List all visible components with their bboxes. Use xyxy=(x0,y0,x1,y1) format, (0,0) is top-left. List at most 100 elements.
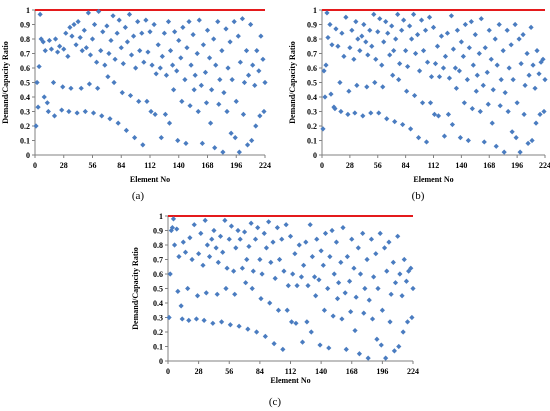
data-point xyxy=(85,10,91,16)
data-point xyxy=(184,45,190,51)
data-point xyxy=(337,79,343,86)
data-point xyxy=(357,48,363,54)
data-point xyxy=(166,120,173,126)
data-point xyxy=(216,101,222,107)
data-point xyxy=(284,307,290,313)
data-point xyxy=(526,72,532,78)
y-tick-label: 0 xyxy=(159,357,163,366)
data-point xyxy=(311,274,318,280)
data-point xyxy=(496,21,502,28)
y-axis-label: Demand/Capacity Ratio xyxy=(1,41,10,123)
data-point xyxy=(338,108,344,115)
data-point xyxy=(110,13,116,19)
x-tick-label: 0 xyxy=(320,161,324,170)
data-point xyxy=(258,296,264,302)
data-point xyxy=(329,42,335,48)
x-tick-label: 168 xyxy=(483,161,495,170)
data-point xyxy=(100,29,106,35)
x-tick-label: 84 xyxy=(402,161,410,170)
data-point xyxy=(369,43,375,49)
data-point xyxy=(462,21,468,28)
data-point xyxy=(256,68,262,74)
data-point xyxy=(473,88,479,94)
data-point xyxy=(254,48,260,54)
data-point xyxy=(118,45,124,51)
y-tick-label: 0.3 xyxy=(20,108,30,117)
data-point xyxy=(338,259,344,265)
data-point xyxy=(452,65,459,71)
data-point xyxy=(180,24,186,30)
data-point xyxy=(108,37,114,44)
data-point xyxy=(383,19,389,25)
data-point xyxy=(351,56,357,62)
data-point xyxy=(36,63,42,70)
data-point xyxy=(532,85,538,91)
data-point xyxy=(232,291,238,297)
data-point xyxy=(423,139,430,145)
data-point xyxy=(504,27,510,33)
data-point xyxy=(424,59,431,65)
data-point xyxy=(182,249,189,255)
data-point xyxy=(541,108,547,115)
data-point xyxy=(161,30,167,36)
data-point xyxy=(408,126,414,132)
y-tick-label: 0.8 xyxy=(153,241,163,250)
data-point xyxy=(303,239,309,245)
data-point xyxy=(390,259,396,265)
data-point xyxy=(211,36,217,42)
data-point xyxy=(167,271,173,277)
x-tick-label: 140 xyxy=(315,367,327,376)
y-tick-label: 0.6 xyxy=(153,270,163,279)
data-point xyxy=(419,100,426,106)
data-point xyxy=(171,87,177,93)
data-point xyxy=(408,265,414,271)
data-point xyxy=(259,271,265,277)
data-point xyxy=(301,262,307,268)
data-point xyxy=(368,236,375,242)
data-point xyxy=(187,103,193,109)
data-point xyxy=(488,56,494,62)
data-point xyxy=(67,24,73,30)
data-point xyxy=(50,79,57,86)
data-point xyxy=(178,303,184,309)
data-point xyxy=(340,225,346,231)
data-point xyxy=(90,110,97,116)
data-point xyxy=(399,27,405,33)
data-point xyxy=(140,142,146,148)
data-point xyxy=(106,50,112,57)
data-point xyxy=(485,101,491,107)
data-point xyxy=(196,251,202,257)
data-point xyxy=(204,27,211,33)
data-point xyxy=(57,43,63,49)
data-point xyxy=(365,355,371,361)
data-point xyxy=(151,21,157,28)
data-point xyxy=(323,62,329,68)
data-point xyxy=(73,42,79,48)
data-point xyxy=(375,29,381,35)
panel-label: (a) xyxy=(132,190,145,202)
data-point xyxy=(245,72,252,78)
data-point xyxy=(170,216,177,222)
x-tick-label: 224 xyxy=(539,161,550,170)
data-point xyxy=(399,293,405,299)
data-point xyxy=(280,346,286,352)
data-point xyxy=(472,32,478,38)
data-point xyxy=(210,320,216,326)
data-point xyxy=(194,50,200,57)
data-point xyxy=(360,113,366,119)
data-point xyxy=(231,19,237,25)
data-point xyxy=(149,62,155,68)
data-point xyxy=(128,52,135,58)
data-point xyxy=(386,239,392,245)
data-point xyxy=(148,108,154,115)
data-point xyxy=(176,37,182,44)
data-point xyxy=(396,343,402,350)
data-point xyxy=(498,77,504,83)
data-point xyxy=(143,17,149,23)
data-point xyxy=(222,217,228,223)
data-point xyxy=(63,30,69,36)
data-point xyxy=(341,53,347,59)
data-point xyxy=(279,236,285,242)
data-point xyxy=(476,50,482,57)
data-point xyxy=(209,236,215,242)
